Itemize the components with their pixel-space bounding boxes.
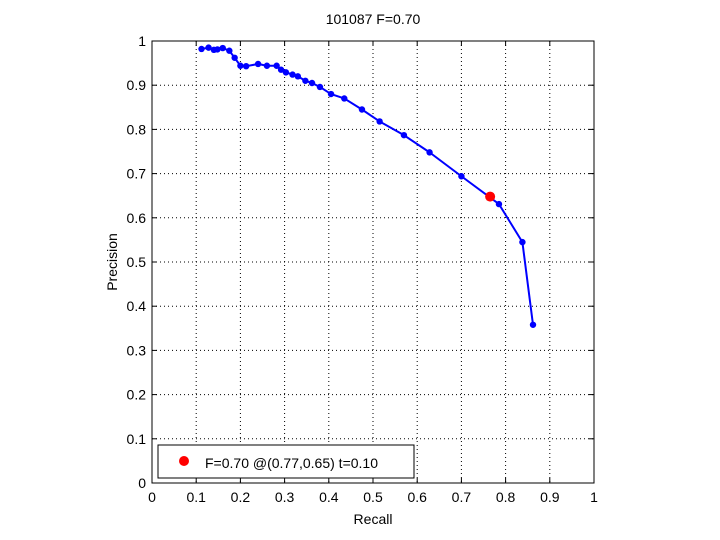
- x-tick-label: 0.6: [407, 489, 427, 505]
- chart-title: 101087 F=0.70: [326, 11, 421, 27]
- y-tick-label: 0.6: [127, 210, 147, 226]
- legend-box: [157, 444, 415, 479]
- x-tick-label: 1: [590, 489, 598, 505]
- y-tick-label: 0.9: [127, 77, 147, 93]
- pr-curve-point: [282, 69, 290, 76]
- y-tick-label: 0.1: [127, 431, 147, 447]
- legend: F=0.70 @(0.77,0.65) t=0.10: [157, 444, 415, 479]
- pr-curve-point: [289, 71, 296, 78]
- x-tick-label: 0.8: [496, 489, 516, 505]
- y-tick-label: 0.2: [127, 387, 147, 403]
- pr-curve-point: [198, 45, 205, 53]
- best-f-marker: [485, 191, 496, 202]
- y-tick-label: 0.4: [127, 298, 147, 314]
- pr-curve-point: [529, 321, 537, 328]
- pr-curve-point: [341, 95, 348, 102]
- pr-curve-point: [327, 90, 335, 98]
- pr-curve-point: [400, 131, 408, 139]
- pr-curve-point: [231, 54, 238, 61]
- pr-curve-point: [426, 149, 433, 156]
- pr-curve-point: [358, 106, 366, 113]
- legend-label: F=0.70 @(0.77,0.65) t=0.10: [205, 455, 378, 471]
- curve-layer: [198, 44, 537, 328]
- x-tick-label: 0.5: [363, 489, 383, 505]
- pr-curve-point: [376, 118, 383, 125]
- tick-layer: [151, 40, 595, 484]
- pr-curve-point: [316, 83, 324, 91]
- pr-curve-point: [226, 47, 233, 54]
- grid-layer: [152, 41, 594, 483]
- pr-curve-point: [302, 77, 309, 84]
- pr-curve-point: [219, 44, 226, 52]
- x-tick-label: 0.7: [452, 489, 472, 505]
- pr-curve-point: [277, 66, 285, 73]
- y-tick-label: 0.8: [127, 121, 147, 137]
- legend-marker: [179, 456, 189, 466]
- label-layer: 0 0.1 0.2 0.3 0.4 0.5 0.6 0.7 0.8 0.9 1 0 0.1 0.2 0.3 0…: [127, 33, 599, 505]
- pr-curve-point: [308, 79, 316, 87]
- pr-curve-point: [263, 62, 271, 69]
- y-tick-label: 1: [138, 33, 146, 49]
- pr-curve-point: [273, 62, 280, 69]
- x-tick-label: 0.1: [186, 489, 206, 505]
- y-tick-label: 0.5: [127, 254, 147, 270]
- pr-curve-point: [214, 46, 221, 53]
- x-tick-label: 0.2: [231, 489, 251, 505]
- pr-curve-point: [458, 173, 465, 180]
- x-axis-label: Recall: [354, 511, 393, 527]
- y-tick-label: 0.3: [127, 342, 147, 358]
- pr-curve-point: [237, 62, 244, 69]
- pr-curve-point: [519, 238, 526, 246]
- y-tick-label: 0: [138, 475, 146, 491]
- pr-curve-point: [254, 60, 262, 68]
- x-tick-label: 0.3: [275, 489, 295, 505]
- pr-curve-point: [205, 44, 212, 51]
- y-tick-label: 0.7: [127, 166, 147, 182]
- pr-curve-point: [294, 73, 302, 80]
- x-tick-label: 0: [148, 489, 156, 505]
- pr-curve-point: [495, 200, 503, 208]
- pr-curve-point: [242, 62, 250, 70]
- x-tick-label: 0.4: [319, 489, 339, 505]
- x-tick-label: 0.9: [540, 489, 560, 505]
- y-axis-label: Precision: [104, 233, 120, 291]
